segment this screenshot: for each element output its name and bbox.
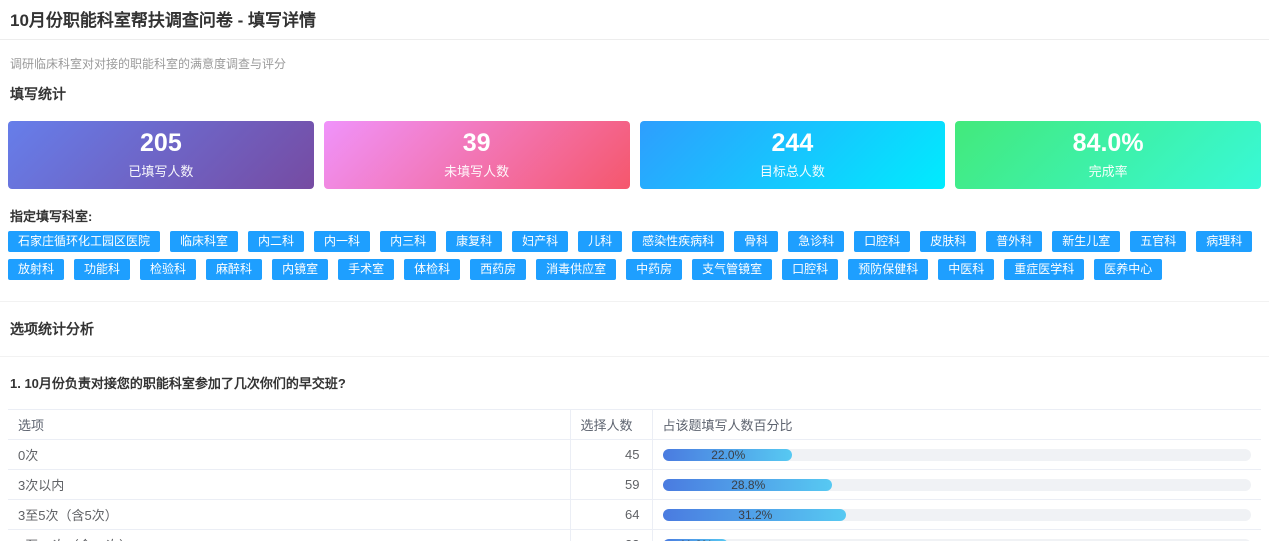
question-title: 1. 10月份负责对接您的职能科室参加了几次你们的早交班? (10, 376, 346, 392)
department-tag[interactable]: 儿科 (578, 231, 623, 253)
stat-value: 84.0% (1072, 129, 1144, 158)
percent-bar-label: 11.2% (679, 538, 712, 541)
department-tag[interactable]: 放射科 (8, 259, 65, 281)
department-tag[interactable]: 手术室 (338, 259, 395, 281)
department-tag[interactable]: 中医科 (938, 259, 995, 281)
column-header-count: 选择人数 (569, 409, 653, 441)
stat-card: 39 未填写人数 (323, 121, 630, 189)
department-tag[interactable]: 妇产科 (512, 231, 569, 253)
table-row: 0次 45 22.0% (8, 439, 1261, 471)
percent-bar-label: 28.8% (731, 477, 766, 492)
options-table: 选项 选择人数 占该题填写人数百分比 0次 45 22.0% 3次以内 59 2… (8, 409, 1261, 541)
percent-bar-fill (662, 448, 792, 461)
percent-cell: 31.2% (652, 499, 1261, 531)
question-panel: 1. 10月份负责对接您的职能科室参加了几次你们的早交班? 选项 选择人数 占该… (0, 357, 1269, 541)
department-tag[interactable]: 体检科 (404, 259, 461, 281)
option-cell: 5至10次（含10次） (8, 529, 570, 541)
percent-bar-fill (662, 478, 832, 491)
option-cell: 0次 (8, 439, 570, 471)
department-tag[interactable]: 检验科 (140, 259, 197, 281)
percent-bar-label: 31.2% (738, 507, 773, 522)
department-tag[interactable]: 新生儿室 (1052, 231, 1121, 253)
option-cell: 3至5次（含5次） (8, 499, 570, 531)
department-tag[interactable]: 五官科 (1130, 231, 1187, 253)
table-header-row: 选项 选择人数 占该题填写人数百分比 (8, 409, 1261, 441)
percent-bar-fill (662, 538, 729, 541)
department-tag[interactable]: 麻醉科 (206, 259, 263, 281)
stat-label: 完成率 (1088, 163, 1128, 179)
department-tag[interactable]: 内镜室 (272, 259, 329, 281)
stat-value: 39 (462, 129, 491, 158)
department-tag[interactable]: 急诊科 (788, 231, 845, 253)
department-tag[interactable]: 支气管镜室 (692, 259, 773, 281)
departments-label: 指定填写科室: (10, 209, 93, 224)
table-row: 3至5次（含5次） 64 31.2% (8, 499, 1261, 531)
count-cell: 45 (569, 439, 653, 471)
department-tag[interactable]: 皮肤科 (920, 231, 977, 253)
stat-value: 244 (771, 129, 814, 158)
department-tag[interactable]: 普外科 (986, 231, 1043, 253)
department-tag[interactable]: 消毒供应室 (536, 259, 617, 281)
department-tag[interactable]: 临床科室 (170, 231, 239, 253)
department-tag[interactable]: 西药房 (470, 259, 527, 281)
option-cell: 3次以内 (8, 469, 570, 501)
percent-cell: 22.0% (652, 439, 1261, 471)
analysis-heading: 选项统计分析 (0, 302, 1269, 358)
table-row: 5至10次（含10次） 23 11.2% (8, 529, 1261, 541)
analysis-section: 选项统计分析 1. 10月份负责对接您的职能科室参加了几次你们的早交班? 选项 … (0, 301, 1269, 541)
department-tag[interactable]: 石家庄循环化工园区医院 (8, 231, 161, 253)
department-tag[interactable]: 医养中心 (1094, 259, 1163, 281)
stat-label: 未填写人数 (444, 163, 510, 179)
count-cell: 59 (569, 469, 653, 501)
department-tag[interactable]: 口腔科 (782, 259, 839, 281)
department-tag[interactable]: 病理科 (1196, 231, 1253, 253)
stat-label: 目标总人数 (759, 163, 825, 179)
department-tag[interactable]: 中药房 (626, 259, 683, 281)
page-title: 10月份职能科室帮扶调查问卷 - 填写详情 (0, 0, 1269, 40)
page-subtitle: 调研临床科室对对接的职能科室的满意度调查与评分 (10, 57, 287, 71)
department-tag[interactable]: 感染性疾病科 (632, 231, 725, 253)
stat-card: 244 目标总人数 (639, 121, 946, 189)
department-tag[interactable]: 骨科 (734, 231, 779, 253)
department-tag[interactable]: 康复科 (446, 231, 503, 253)
department-tag[interactable]: 内三科 (380, 231, 437, 253)
percent-bar-fill (662, 508, 847, 521)
department-tag[interactable]: 内二科 (248, 231, 305, 253)
percent-cell: 11.2% (652, 529, 1261, 541)
department-tag[interactable]: 口腔科 (854, 231, 911, 253)
table-row: 3次以内 59 28.8% (8, 469, 1261, 501)
stat-card: 205 已填写人数 (8, 121, 314, 189)
department-tags: 石家庄循环化工园区医院 临床科室 内二科 内一科 内三科 康复科 妇产科 儿科 感染性疾病科 骨科… (8, 231, 1261, 281)
stat-value: 205 (140, 129, 182, 158)
options-table-body: 0次 45 22.0% 3次以内 59 28.8% 3至5次（含5次） 64 3… (8, 439, 1261, 541)
percent-cell: 28.8% (652, 469, 1261, 501)
department-tag[interactable]: 重症医学科 (1004, 259, 1085, 281)
stat-label: 已填写人数 (128, 163, 194, 179)
stats-cards: 205 已填写人数 39 未填写人数 244 目标总人数 84.0% 完成率 (8, 121, 1261, 189)
fill-stats-heading: 填写统计 (10, 86, 66, 102)
percent-bar-track: 28.8% (662, 477, 1251, 492)
column-header-percent: 占该题填写人数百分比 (652, 409, 1261, 441)
count-cell: 23 (569, 529, 653, 541)
column-header-option: 选项 (8, 409, 570, 441)
stat-card: 84.0% 完成率 (955, 121, 1261, 189)
percent-bar-track: 22.0% (662, 447, 1251, 462)
department-tag[interactable]: 功能科 (74, 259, 131, 281)
department-tag[interactable]: 内一科 (314, 231, 371, 253)
percent-bar-track: 31.2% (662, 507, 1251, 522)
percent-bar-label: 22.0% (711, 447, 746, 462)
percent-bar-track: 11.2% (662, 538, 1251, 541)
count-cell: 64 (569, 499, 653, 531)
department-tag[interactable]: 预防保健科 (848, 259, 929, 281)
